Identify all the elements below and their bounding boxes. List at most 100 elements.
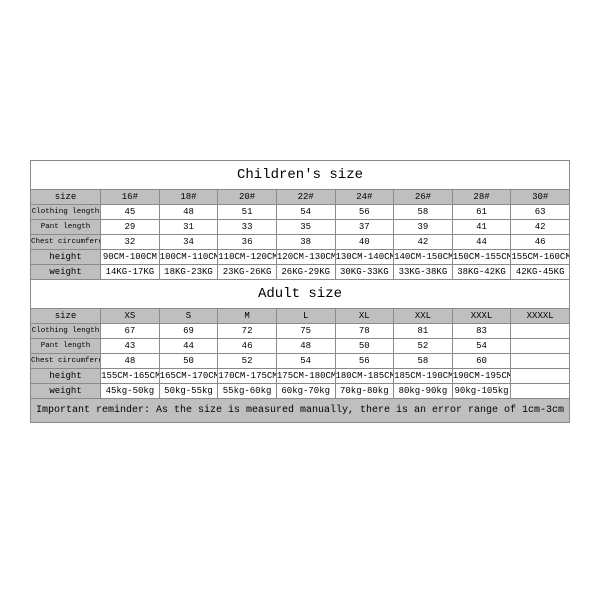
cell: 155CM-160CM — [511, 250, 570, 265]
cell: 72 — [218, 324, 277, 339]
col-xs: XS — [101, 309, 160, 324]
cell: 58 — [394, 354, 453, 369]
size-chart: Children's size size 16# 18# 20# 22# 24#… — [30, 160, 570, 423]
cell: 60kg-70kg — [276, 384, 335, 399]
cell: 37 — [335, 220, 394, 235]
cell: 155CM-165CM — [101, 369, 160, 384]
cell — [511, 369, 570, 384]
table-row: Pant length 29 31 33 35 37 39 41 42 — [31, 220, 570, 235]
cell — [511, 339, 570, 354]
cell: 33 — [218, 220, 277, 235]
cell: 120CM-130CM — [276, 250, 335, 265]
cell — [511, 384, 570, 399]
cell: 54 — [276, 205, 335, 220]
row-label: height — [31, 369, 101, 384]
cell: 70kg-80kg — [335, 384, 394, 399]
row-label: weight — [31, 384, 101, 399]
cell: 63 — [511, 205, 570, 220]
cell: 41 — [452, 220, 511, 235]
cell: 100CM-110CM — [159, 250, 218, 265]
row-label: Pant length — [31, 220, 101, 235]
cell: 165CM-170CM — [159, 369, 218, 384]
cell: 60 — [452, 354, 511, 369]
cell: 46 — [511, 235, 570, 250]
cell: 90CM-100CM — [101, 250, 160, 265]
row-label: Clothing length — [31, 324, 101, 339]
table-row: height 155CM-165CM 165CM-170CM 170CM-175… — [31, 369, 570, 384]
cell: 35 — [276, 220, 335, 235]
cell: 18KG-23KG — [159, 265, 218, 280]
cell — [511, 324, 570, 339]
col-24: 24# — [335, 190, 394, 205]
cell: 61 — [452, 205, 511, 220]
table-row: Clothing length 67 69 72 75 78 81 83 — [31, 324, 570, 339]
cell: 140CM-150CM — [394, 250, 453, 265]
children-title: Children's size — [31, 161, 570, 190]
col-size: size — [31, 190, 101, 205]
cell: 38KG-42KG — [452, 265, 511, 280]
col-xxxxl: XXXXL — [511, 309, 570, 324]
row-label: Chest circumference 1/2 — [31, 235, 101, 250]
adult-title-row: Adult size — [31, 280, 570, 309]
row-label: Chest circumference 1/2 — [31, 354, 101, 369]
cell: 50 — [335, 339, 394, 354]
table-row: weight 45kg-50kg 50kg-55kg 55kg-60kg 60k… — [31, 384, 570, 399]
cell: 180CM-185CM — [335, 369, 394, 384]
note-row: Important reminder: As the size is measu… — [31, 399, 570, 423]
row-label: Clothing length — [31, 205, 101, 220]
col-20: 20# — [218, 190, 277, 205]
cell: 55kg-60kg — [218, 384, 277, 399]
col-22: 22# — [276, 190, 335, 205]
cell: 33KG-38KG — [394, 265, 453, 280]
cell: 45kg-50kg — [101, 384, 160, 399]
cell: 48 — [159, 205, 218, 220]
cell: 69 — [159, 324, 218, 339]
cell: 190CM-195CM — [452, 369, 511, 384]
col-xl: XL — [335, 309, 394, 324]
cell: 39 — [394, 220, 453, 235]
cell: 36 — [218, 235, 277, 250]
col-16: 16# — [101, 190, 160, 205]
cell: 48 — [101, 354, 160, 369]
size-table: Children's size size 16# 18# 20# 22# 24#… — [30, 160, 570, 423]
cell: 67 — [101, 324, 160, 339]
cell: 90kg-105kg — [452, 384, 511, 399]
cell: 46 — [218, 339, 277, 354]
col-size: size — [31, 309, 101, 324]
cell: 44 — [452, 235, 511, 250]
cell: 38 — [276, 235, 335, 250]
cell: 34 — [159, 235, 218, 250]
col-18: 18# — [159, 190, 218, 205]
cell: 54 — [276, 354, 335, 369]
row-label: Pant length — [31, 339, 101, 354]
cell: 78 — [335, 324, 394, 339]
cell: 31 — [159, 220, 218, 235]
cell: 26KG-29KG — [276, 265, 335, 280]
cell: 52 — [218, 354, 277, 369]
cell: 185CM-190CM — [394, 369, 453, 384]
cell: 30KG-33KG — [335, 265, 394, 280]
children-header-row: size 16# 18# 20# 22# 24# 26# 28# 30# — [31, 190, 570, 205]
row-label: height — [31, 250, 101, 265]
cell: 50kg-55kg — [159, 384, 218, 399]
table-row: Clothing length 45 48 51 54 56 58 61 63 — [31, 205, 570, 220]
row-label: weight — [31, 265, 101, 280]
col-xxl: XXL — [394, 309, 453, 324]
col-xxxl: XXXL — [452, 309, 511, 324]
cell — [511, 354, 570, 369]
cell: 175CM-180CM — [276, 369, 335, 384]
cell: 45 — [101, 205, 160, 220]
adult-title: Adult size — [31, 280, 570, 309]
table-row: weight 14KG-17KG 18KG-23KG 23KG-26KG 26K… — [31, 265, 570, 280]
cell: 130CM-140CM — [335, 250, 394, 265]
cell: 81 — [394, 324, 453, 339]
col-26: 26# — [394, 190, 453, 205]
cell: 110CM-120CM — [218, 250, 277, 265]
cell: 42KG-45KG — [511, 265, 570, 280]
cell: 29 — [101, 220, 160, 235]
cell: 52 — [394, 339, 453, 354]
table-row: Chest circumference 1/2 32 34 36 38 40 4… — [31, 235, 570, 250]
cell: 170CM-175CM — [218, 369, 277, 384]
cell: 40 — [335, 235, 394, 250]
cell: 42 — [511, 220, 570, 235]
